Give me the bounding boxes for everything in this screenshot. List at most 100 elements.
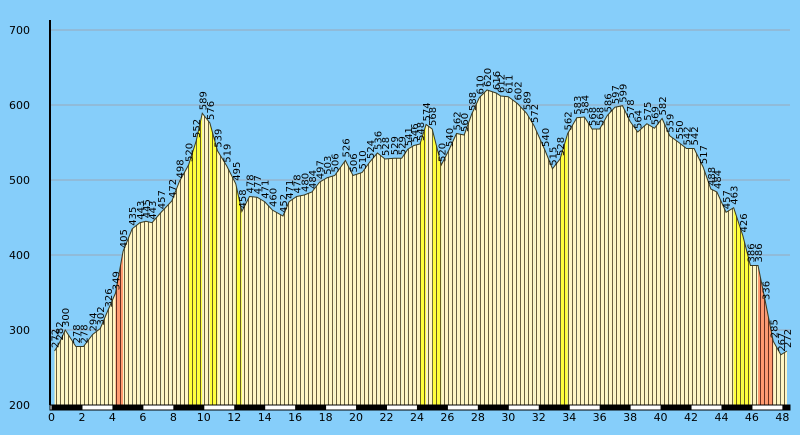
data-label: 588 <box>468 92 479 111</box>
profile-segment <box>662 118 670 405</box>
profile-segment <box>654 118 663 405</box>
profile-segment <box>758 265 766 405</box>
x-tick-label: 16 <box>288 411 302 424</box>
data-label: 488 <box>707 167 718 186</box>
profile-segment <box>710 189 717 405</box>
data-label: 457 <box>157 190 168 209</box>
data-label: 267 <box>777 333 788 352</box>
data-label: 386 <box>754 243 765 262</box>
data-label: 326 <box>104 288 115 307</box>
x-axis-segment <box>356 405 387 410</box>
profile-segment <box>196 113 203 405</box>
data-label: 460 <box>268 188 279 207</box>
profile-segment <box>289 196 297 405</box>
x-axis-segment <box>599 405 631 410</box>
profile-segment <box>426 124 433 405</box>
profile-segment <box>282 201 290 405</box>
profile-segment <box>517 103 527 405</box>
profile-segment <box>107 293 116 405</box>
profile-segment <box>464 114 472 405</box>
data-label: 586 <box>603 93 614 112</box>
profile-segment <box>432 129 442 405</box>
profile-segment <box>584 117 593 405</box>
x-tick-label: 24 <box>410 411 424 424</box>
profile-segment <box>377 153 385 405</box>
profile-segment <box>534 126 545 405</box>
profile-segment <box>780 351 787 405</box>
data-label: 497 <box>316 160 327 179</box>
data-label: 583 <box>573 96 584 115</box>
data-label: 526 <box>341 138 352 157</box>
data-label: 589 <box>198 91 209 110</box>
data-label: 548 <box>416 122 427 141</box>
x-tick-label: 20 <box>349 411 363 424</box>
profile-segment <box>486 90 497 405</box>
profile-segment <box>407 145 414 405</box>
profile-segment <box>92 328 101 405</box>
data-label: 528 <box>556 137 567 156</box>
y-tick-label: 700 <box>9 24 30 37</box>
data-label: 575 <box>643 102 654 121</box>
profile-segment <box>394 158 402 405</box>
x-tick-label: 34 <box>562 411 576 424</box>
profile-line <box>54 89 788 356</box>
x-tick-label: 48 <box>775 411 789 424</box>
profile-segment <box>319 177 328 405</box>
data-label: 599 <box>619 84 630 103</box>
data-label: 517 <box>699 145 710 164</box>
data-label: 568 <box>588 107 599 126</box>
y-tick-label: 400 <box>9 249 30 262</box>
profile-segment <box>241 196 250 405</box>
data-label: 484 <box>713 170 724 189</box>
profile-segment <box>560 133 568 405</box>
data-label: 578 <box>626 99 637 118</box>
profile-segment <box>567 117 577 405</box>
x-axis-segment <box>295 405 326 410</box>
profile-segment <box>622 105 631 405</box>
x-axis-segment <box>51 405 82 410</box>
profile-segment <box>669 135 679 405</box>
x-tick-label: 32 <box>532 411 546 424</box>
profile-segment <box>726 207 734 405</box>
data-label: 589 <box>523 91 534 110</box>
y-tick-label: 600 <box>9 99 30 112</box>
profile-segment <box>65 330 76 405</box>
profile-segment <box>123 228 133 405</box>
data-label: 443 <box>148 201 159 220</box>
data-label: 443 <box>136 201 147 220</box>
profile-segment <box>296 195 305 405</box>
profile-segment <box>630 121 638 405</box>
data-label: 272 <box>783 329 794 348</box>
profile-segment <box>226 165 236 405</box>
profile-segment <box>235 183 242 405</box>
profile-segment <box>202 113 210 405</box>
profile-segment <box>765 303 774 405</box>
data-label: 564 <box>634 110 645 129</box>
profile-segment <box>83 334 93 405</box>
profile-segment <box>362 162 370 405</box>
profile-segment <box>420 124 427 405</box>
data-label: 457 <box>722 190 733 209</box>
data-label: 616 <box>492 71 503 90</box>
x-tick-label: 14 <box>258 411 272 424</box>
data-label: 472 <box>168 179 179 198</box>
data-label: 552 <box>192 119 203 138</box>
profile-segment <box>448 133 457 405</box>
x-axis-segment <box>112 405 143 410</box>
profile-segment <box>188 141 197 405</box>
x-tick-label: 28 <box>471 411 485 424</box>
profile-segment <box>311 182 320 405</box>
profile-segment <box>179 165 189 405</box>
profile-segment <box>607 107 615 405</box>
profile-segment <box>145 221 153 405</box>
data-label: 568 <box>596 107 607 126</box>
y-tick-label: 200 <box>9 399 30 412</box>
data-label: 529 <box>398 136 409 155</box>
data-label: 445 <box>142 199 153 218</box>
data-label: 541 <box>404 127 415 146</box>
data-label: 620 <box>483 68 494 87</box>
x-tick-label: 36 <box>593 411 607 424</box>
profile-segment <box>115 251 124 405</box>
x-tick-label: 26 <box>440 411 454 424</box>
